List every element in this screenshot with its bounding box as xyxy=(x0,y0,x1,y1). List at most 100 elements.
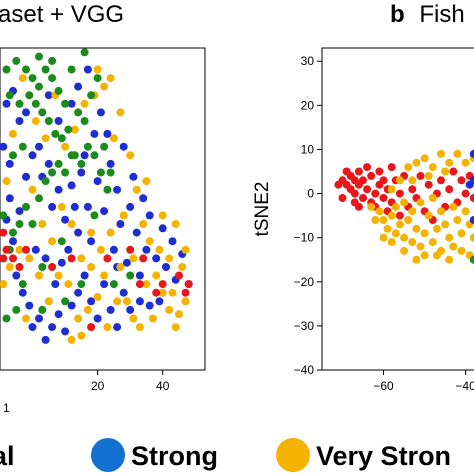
panel-0-series-0-point-22 xyxy=(119,142,128,151)
panel-0-series-2-point-7 xyxy=(61,99,70,108)
panel-0-series-1-point-57 xyxy=(106,74,115,83)
panel-1-series-1-point-8 xyxy=(400,198,409,207)
panel-0-series-3-point-5 xyxy=(67,254,76,263)
panel-0-series-0-point-27 xyxy=(135,271,144,280)
panel-0-series-2-point-29 xyxy=(96,168,105,177)
panel-0-series-0-point-19 xyxy=(109,245,118,254)
panel-0-series-2-point-40 xyxy=(54,159,63,168)
panel-0-series-1-point-33 xyxy=(54,271,63,280)
panel-0-series-2-point-36 xyxy=(28,220,37,228)
panel-1-series-2-point-3 xyxy=(469,216,474,224)
panel-0-series-0-point-58 xyxy=(5,194,14,203)
panel-1-series-1-point-23 xyxy=(445,233,454,242)
panel-0-series-0-point-79 xyxy=(126,305,135,314)
panel-1-series-0-point-10 xyxy=(363,163,372,172)
panel-0-series-0-point-32 xyxy=(158,224,167,233)
panel-1-series-1-point-44 xyxy=(408,176,417,185)
legend-label-strong: Strong xyxy=(131,441,218,471)
panel-0-series-1-point-13 xyxy=(132,185,141,194)
panel-0-series-2-point-9 xyxy=(74,108,83,117)
panel-1-series-1-point-55 xyxy=(379,233,388,242)
panel-1-series-1-point-39 xyxy=(461,158,470,167)
panel-1-series-1-point-37 xyxy=(445,158,454,167)
panel-0-series-1-point-44 xyxy=(77,254,86,263)
panel-0-series-1-point-31 xyxy=(74,314,83,323)
panel-1-series-0-point-18 xyxy=(379,194,388,202)
panel-0-series-0-point-77 xyxy=(5,159,14,168)
panel-0-series-2-point-8 xyxy=(67,65,76,74)
panel-0-series-0-point-40 xyxy=(12,271,21,280)
panel-0-series-1-point-22 xyxy=(175,310,183,319)
panel-a-ticks: 20 40 xyxy=(91,370,170,393)
panel-0-series-0-point-73 xyxy=(44,91,53,100)
panel-0-series-3-point-8 xyxy=(152,288,161,297)
panel-1-series-0-point-13 xyxy=(367,171,376,180)
panel-0-series-0-point-52 xyxy=(87,297,96,306)
panel-0-series-3-point-9 xyxy=(158,280,167,289)
panel-0-series-0-point-8 xyxy=(48,202,57,211)
legend-swatch-very-strong xyxy=(276,438,310,472)
panel-1-series-0-point-39 xyxy=(449,167,458,176)
panel-0-series-1-point-45 xyxy=(87,263,96,271)
panel-1-ytick-label-3: 0 xyxy=(307,187,314,201)
panel-1-series-0-point-36 xyxy=(437,176,445,185)
panel-0-series-1-point-1 xyxy=(18,74,27,83)
panel-1-series-0-point-16 xyxy=(375,167,384,176)
panel-1-series-1-point-36 xyxy=(437,149,445,158)
panel-1-series-2-point-0 xyxy=(469,149,474,158)
panel-0-series-1-point-6 xyxy=(70,125,79,134)
panel-0-series-1-point-59 xyxy=(67,335,76,344)
panel-0-series-1-point-48 xyxy=(116,263,125,271)
panel-1-series-1-point-33 xyxy=(412,158,421,167)
panel-0-series-1-point-36 xyxy=(25,254,34,263)
panel-0-series-2-point-14 xyxy=(106,168,115,177)
panel-1-ytick-label-2: 10 xyxy=(301,142,315,156)
panel-0-series-1-point-49 xyxy=(129,254,138,263)
panel-0-series-1-point-24 xyxy=(148,314,157,323)
panel-0-series-2-point-47 xyxy=(90,211,99,220)
panel-0-series-0-point-61 xyxy=(31,245,40,254)
panel-0-series-2-point-19 xyxy=(31,99,40,108)
panel-0-series-0-point-65 xyxy=(64,245,73,254)
panel-0-series-2-point-26 xyxy=(77,159,86,168)
panel-0-series-0-point-25 xyxy=(129,172,138,181)
panel-0-series-1-point-51 xyxy=(155,245,164,254)
panel-0-series-2-point-46 xyxy=(77,280,86,289)
panel-0-series-1-point-38 xyxy=(5,263,14,271)
panel-0-series-0-point-48 xyxy=(61,327,70,336)
panel-1-series-1-point-1 xyxy=(379,216,388,224)
panel-1-series-1-point-25 xyxy=(449,242,458,251)
panel-1-series-1-point-19 xyxy=(432,224,441,233)
panel-0-series-1-point-65 xyxy=(181,245,190,254)
panel-0-series-0-point-3 xyxy=(22,108,30,117)
panel-0-series-0-point-31 xyxy=(152,254,161,263)
panel-0-series-3-point-4 xyxy=(22,245,30,254)
panel-0-series-1-point-53 xyxy=(2,177,11,186)
panel-0-series-2-point-39 xyxy=(48,168,57,177)
panel-1-series-2-point-6 xyxy=(469,176,474,185)
panel-1-series-0-point-47 xyxy=(342,167,351,176)
panel-0-series-0-point-23 xyxy=(122,258,131,267)
panel-1-series-0-point-19 xyxy=(379,176,388,185)
panel-1-series-1-point-7 xyxy=(400,233,409,242)
legend-swatch-strong xyxy=(91,438,125,472)
legend-label-very-strong: Very Stron xyxy=(316,441,451,471)
panel-0-series-2-point-6 xyxy=(54,86,63,95)
panel-0-series-1-point-9 xyxy=(100,82,109,91)
panel-0-series-2-point-48 xyxy=(109,280,118,289)
panel-0-series-1-point-29 xyxy=(93,293,102,301)
panel-1-series-1-point-6 xyxy=(395,220,404,229)
panel-0-series-0-point-18 xyxy=(106,159,115,168)
panel-0-series-2-point-11 xyxy=(87,91,96,100)
panel-0-series-2-point-43 xyxy=(18,280,27,289)
panel-0-series-2-point-5 xyxy=(48,74,57,83)
panel-1-series-1-point-5 xyxy=(391,202,400,211)
panel-0-series-1-point-52 xyxy=(168,288,177,297)
panel-0-series-2-point-35 xyxy=(22,202,30,211)
panel-0-series-2-point-17 xyxy=(15,99,24,108)
panel-a-axes-frame xyxy=(0,47,206,371)
panel-1-series-1-point-12 xyxy=(412,224,421,233)
panel-0-series-0-point-72 xyxy=(54,117,63,125)
panel-b-axes-frame xyxy=(321,47,474,371)
panel-0-series-0-point-74 xyxy=(83,65,92,74)
